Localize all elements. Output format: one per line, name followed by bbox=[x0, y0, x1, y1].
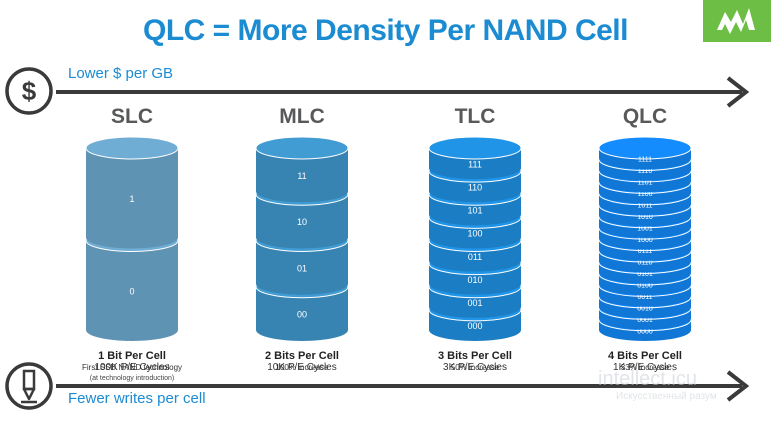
cell-value-label: 1001 bbox=[637, 225, 653, 232]
cell-value-label: 100 bbox=[467, 229, 482, 239]
cell-value-label: 1111 bbox=[638, 157, 652, 164]
cylinder-segment: 111 bbox=[428, 136, 522, 180]
watermark: intellect.icu Искусственный разум bbox=[598, 368, 717, 402]
cell-value-label: 10 bbox=[297, 217, 307, 227]
endurance-arrow: Fewer writes per cell bbox=[0, 360, 771, 420]
endurance-arrow-line bbox=[56, 370, 750, 402]
cylinder-segment: 11 bbox=[255, 136, 349, 203]
svg-text:$: $ bbox=[22, 76, 37, 106]
cell-value-label: 110 bbox=[468, 182, 482, 192]
qlc-cycles: 1K P/E Cycles bbox=[560, 362, 730, 373]
cell-value-label: 0111 bbox=[638, 248, 653, 255]
pe-cycles-label: 3K P/E Cycles bbox=[443, 362, 507, 373]
cell-value-label: 010 bbox=[467, 275, 482, 285]
pe-cycles-label: 10K P/E Cycles bbox=[267, 362, 337, 373]
mlc-cylinder-stack: 00 01 10 11 bbox=[255, 136, 349, 341]
cost-arrow-label: Lower $ per GB bbox=[68, 65, 174, 82]
slc-cycles: 100K P/E Cycles (at technology introduct… bbox=[47, 362, 217, 382]
tlc-cylinder-stack: 000 001 010 011 100 101 110 111 bbox=[428, 136, 522, 341]
pe-cycles-note: (at technology introduction) bbox=[89, 375, 175, 382]
bits-per-cell-label: 1 Bit Per Cell bbox=[98, 350, 166, 362]
mlc-cycles: 10K P/E Cycles bbox=[217, 362, 387, 373]
cell-type-title: QLC bbox=[622, 105, 668, 128]
watermark-text: intellect.icu bbox=[598, 368, 697, 390]
cell-value-label: 0001 bbox=[637, 317, 653, 324]
cell-value-label: 0101 bbox=[637, 271, 653, 278]
cell-value-label: 101 bbox=[467, 206, 482, 216]
pe-cycles-label: 1K P/E Cycles bbox=[613, 362, 677, 373]
cell-value-label: 00 bbox=[297, 310, 307, 320]
cost-arrow: $ Lower $ per GB bbox=[0, 62, 771, 122]
cell-subtitle: 50% increase bbox=[450, 363, 500, 372]
slc-cylinder-stack: 01 bbox=[85, 136, 179, 341]
dollar-icon: $ bbox=[5, 67, 53, 115]
cell-value-label: 11 bbox=[297, 171, 306, 181]
cost-arrow-line bbox=[56, 76, 750, 108]
micron-logo bbox=[703, 0, 771, 42]
pe-cycles-label: 100K P/E Cycles bbox=[94, 362, 170, 373]
cell-subtitle: 33% increase bbox=[620, 363, 670, 372]
cell-type-title: MLC bbox=[279, 105, 325, 128]
cell-value-label: 0100 bbox=[637, 283, 653, 290]
cell-value-label: 1101 bbox=[637, 180, 652, 187]
bits-per-cell-label: 4 Bits Per Cell bbox=[608, 350, 682, 362]
cell-value-label: 111 bbox=[468, 159, 482, 169]
cell-subtitle: 100% increase bbox=[275, 363, 329, 372]
tlc-column: TLC 000 001 010 011 100 101 110 111 3 Bits Per … bbox=[390, 104, 560, 373]
cell-subtitle: First SSD NAND technology bbox=[81, 363, 183, 372]
cell-type-title: SLC bbox=[111, 105, 153, 128]
cell-value-label: 0110 bbox=[637, 260, 652, 267]
cylinder-segment: 1111 bbox=[598, 136, 692, 170]
page-title: QLC = More Density Per NAND Cell bbox=[143, 14, 628, 47]
cell-value-label: 1010 bbox=[637, 214, 653, 221]
cell-value-label: 01 bbox=[297, 263, 307, 273]
cell-value-label: 000 bbox=[467, 321, 482, 331]
cell-value-label: 1100 bbox=[637, 191, 652, 198]
cell-value-label: 0011 bbox=[637, 294, 652, 301]
cell-value-label: 1000 bbox=[637, 237, 653, 244]
cylinder-segment: 1 bbox=[85, 136, 179, 249]
cell-type-title: TLC bbox=[454, 105, 496, 128]
bits-per-cell-label: 3 Bits Per Cell bbox=[438, 350, 512, 362]
cell-value-label: 011 bbox=[468, 252, 482, 262]
tlc-cycles: 3K P/E Cycles bbox=[390, 362, 560, 373]
endurance-arrow-label: Fewer writes per cell bbox=[68, 390, 206, 407]
cell-value-label: 0 bbox=[129, 286, 134, 296]
cell-value-label: 1110 bbox=[638, 168, 653, 175]
watermark-subtext: Искусственный разум bbox=[616, 391, 717, 402]
cell-value-label: 0010 bbox=[637, 305, 653, 312]
cell-value-label: 001 bbox=[467, 298, 482, 308]
qlc-cylinder-stack: 0000 0001 0010 0011 0100 0101 0110 0111 1000 1001… bbox=[598, 136, 692, 341]
bits-per-cell-label: 2 Bits Per Cell bbox=[265, 350, 339, 362]
mlc-column: MLC 00 01 10 11 2 Bits Per Cell 100% increa… bbox=[217, 104, 387, 373]
cell-value-label: 0000 bbox=[637, 328, 653, 335]
cell-value-label: 1011 bbox=[637, 202, 652, 209]
pen-icon bbox=[5, 362, 53, 410]
cell-value-label: 1 bbox=[129, 194, 134, 204]
qlc-column: QLC 0000 0001 0010 0011 0100 0101 0110 0111 1000… bbox=[560, 104, 730, 373]
